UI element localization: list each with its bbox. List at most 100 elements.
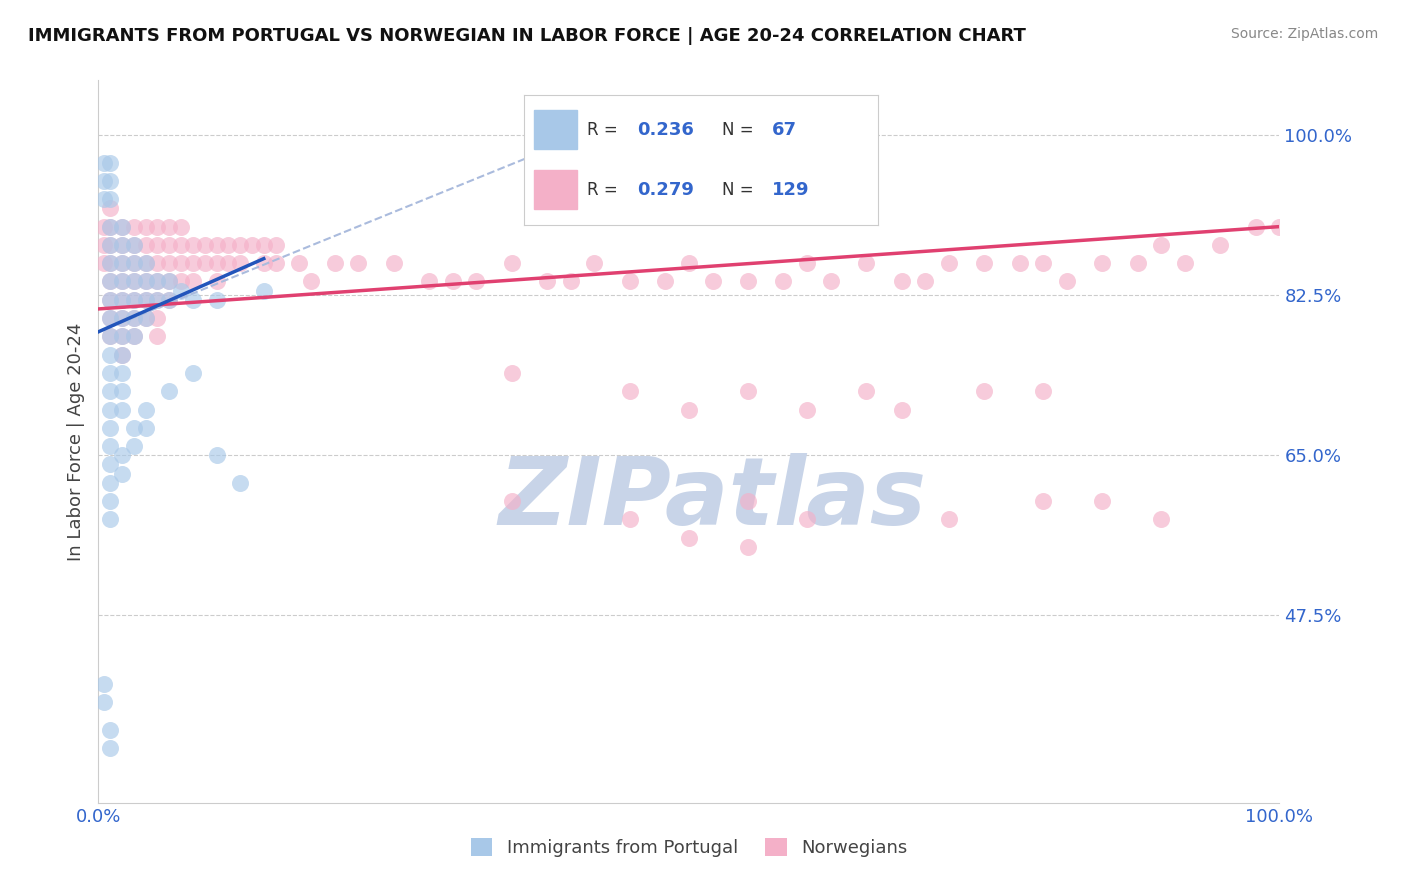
Point — [93, 155, 115, 169]
Point — [111, 256, 134, 270]
Point — [135, 293, 157, 307]
Point — [98, 740, 121, 755]
Point — [229, 475, 252, 490]
Point — [702, 275, 724, 289]
Point — [98, 329, 121, 343]
Point — [135, 421, 157, 435]
Point — [253, 256, 276, 270]
Point — [157, 384, 180, 399]
Point — [111, 219, 134, 234]
Point — [157, 293, 180, 307]
Point — [111, 329, 134, 343]
Point — [98, 275, 121, 289]
Point — [181, 275, 204, 289]
Point — [98, 219, 121, 234]
Point — [1150, 512, 1173, 526]
Point — [146, 219, 169, 234]
Point — [157, 293, 180, 307]
Point — [938, 512, 960, 526]
Point — [135, 275, 157, 289]
Point — [855, 256, 877, 270]
Point — [146, 293, 169, 307]
Point — [98, 155, 121, 169]
Point — [135, 293, 157, 307]
Point — [146, 275, 169, 289]
Point — [98, 366, 121, 380]
Point — [1244, 219, 1267, 234]
Point — [1032, 494, 1054, 508]
Point — [122, 311, 145, 326]
Point — [135, 275, 157, 289]
Point — [111, 348, 134, 362]
Point — [170, 238, 193, 252]
Legend: Immigrants from Portugal, Norwegians: Immigrants from Portugal, Norwegians — [461, 829, 917, 866]
Text: IMMIGRANTS FROM PORTUGAL VS NORWEGIAN IN LABOR FORCE | AGE 20-24 CORRELATION CHA: IMMIGRANTS FROM PORTUGAL VS NORWEGIAN IN… — [28, 27, 1026, 45]
Point — [157, 238, 180, 252]
Point — [135, 311, 157, 326]
Point — [122, 311, 145, 326]
Point — [146, 311, 169, 326]
Point — [122, 275, 145, 289]
Point — [98, 293, 121, 307]
Point — [111, 311, 134, 326]
Y-axis label: In Labor Force | Age 20-24: In Labor Force | Age 20-24 — [66, 322, 84, 561]
Point — [98, 723, 121, 737]
Point — [264, 238, 287, 252]
Point — [98, 384, 121, 399]
Point — [501, 366, 523, 380]
Point — [737, 540, 759, 554]
Point — [288, 256, 311, 270]
Point — [217, 256, 239, 270]
Point — [1209, 238, 1232, 252]
Point — [111, 238, 134, 252]
Point — [93, 219, 115, 234]
Point — [1091, 494, 1114, 508]
Point — [181, 238, 204, 252]
Point — [1174, 256, 1197, 270]
Point — [135, 402, 157, 417]
Point — [796, 512, 818, 526]
Point — [170, 256, 193, 270]
Point — [973, 384, 995, 399]
Point — [1032, 384, 1054, 399]
Point — [583, 256, 606, 270]
Point — [122, 293, 145, 307]
Point — [323, 256, 346, 270]
Point — [111, 293, 134, 307]
Point — [465, 275, 488, 289]
Point — [122, 219, 145, 234]
Point — [98, 293, 121, 307]
Point — [194, 238, 217, 252]
Point — [890, 402, 912, 417]
Point — [111, 238, 134, 252]
Point — [205, 448, 228, 462]
Point — [93, 192, 115, 206]
Point — [299, 275, 322, 289]
Point — [122, 256, 145, 270]
Point — [146, 238, 169, 252]
Point — [98, 494, 121, 508]
Point — [678, 402, 700, 417]
Point — [111, 467, 134, 481]
Point — [170, 284, 193, 298]
Point — [146, 256, 169, 270]
Point — [111, 311, 134, 326]
Point — [253, 238, 276, 252]
Point — [111, 329, 134, 343]
Point — [135, 256, 157, 270]
Point — [1268, 219, 1291, 234]
Point — [501, 494, 523, 508]
Point — [122, 293, 145, 307]
Point — [820, 275, 842, 289]
Point — [1091, 256, 1114, 270]
Point — [772, 275, 794, 289]
Point — [98, 311, 121, 326]
Point — [122, 329, 145, 343]
Point — [111, 219, 134, 234]
Point — [157, 256, 180, 270]
Point — [205, 256, 228, 270]
Point — [181, 256, 204, 270]
Point — [111, 275, 134, 289]
Point — [135, 219, 157, 234]
Point — [418, 275, 440, 289]
